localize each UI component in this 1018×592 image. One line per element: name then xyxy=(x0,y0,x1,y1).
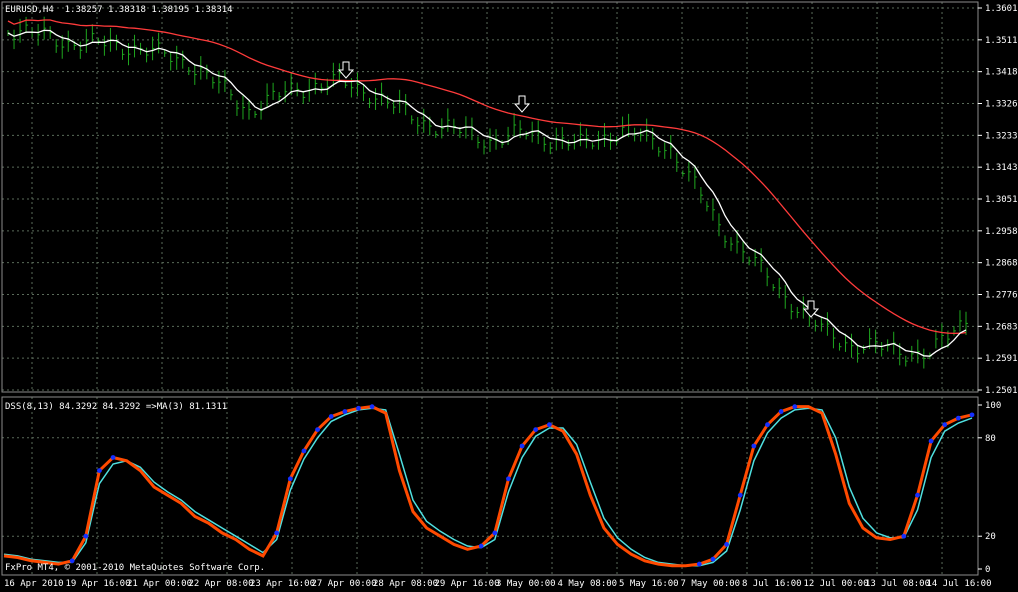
dss-rising-dot xyxy=(696,561,702,567)
dss-dots xyxy=(69,404,975,567)
ohlc-values: 1.38257 1.38318 1.38195 1.38314 xyxy=(64,5,233,15)
down-arrow-icon xyxy=(802,300,820,318)
dss-rising-dot xyxy=(915,492,920,498)
dss-rising-dot xyxy=(928,438,934,444)
dss-rising-dot xyxy=(901,533,907,539)
time-tick-label: 5 May 16:00 xyxy=(619,579,679,589)
dss-rising-dot xyxy=(724,542,729,547)
time-tick-label: 12 Jul 00:00 xyxy=(804,579,869,589)
ind-tick-label: 80 xyxy=(985,434,996,444)
dss-rising-dot xyxy=(69,558,75,564)
time-tick-label: 3 May 00:00 xyxy=(496,579,556,589)
price-tick-label: 1.27760 xyxy=(985,291,1018,301)
time-tick-label: 19 Apr 16:00 xyxy=(66,579,131,589)
dss-rising-dot xyxy=(942,422,948,428)
dss-rising-dot xyxy=(765,422,770,428)
price-tick-label: 1.25010 xyxy=(985,386,1018,396)
grid-lines xyxy=(2,2,978,575)
dss-rising-dot xyxy=(546,422,552,428)
dss-rising-dot xyxy=(369,404,375,410)
time-tick-label: 16 Apr 2010 xyxy=(4,579,64,589)
dss-rising-dot xyxy=(969,412,975,418)
dss-rising-dot xyxy=(751,443,757,449)
price-tick-label: 1.32335 xyxy=(985,131,1018,141)
dss-rising-dot xyxy=(506,476,511,482)
time-tick-label: 8 Jul 16:00 xyxy=(742,579,802,589)
dss-rising-dot xyxy=(328,414,334,419)
indicator-pane[interactable] xyxy=(3,404,975,568)
pane-frames xyxy=(1,1,979,576)
price-tick-label: 1.29585 xyxy=(985,227,1018,237)
fast-ma-line xyxy=(7,29,967,357)
dss-rising-dot xyxy=(533,427,539,432)
dss-rising-dot xyxy=(710,556,716,562)
dss-rising-dot xyxy=(737,492,743,498)
price-tick-label: 1.26835 xyxy=(985,322,1018,332)
down-arrow-icon xyxy=(513,95,531,113)
time-tick-label: 14 Jul 16:00 xyxy=(927,579,992,589)
ind-tick-label: 100 xyxy=(985,401,1001,411)
price-tick-label: 1.35110 xyxy=(985,36,1018,46)
price-pane[interactable] xyxy=(7,16,968,369)
price-tick-label: 1.28685 xyxy=(985,259,1018,269)
dss-rising-dot xyxy=(519,443,525,449)
time-tick-label: 22 Apr 08:00 xyxy=(189,579,254,589)
time-tick-label: 29 Apr 16:00 xyxy=(435,579,500,589)
dss-rising-dot xyxy=(83,533,89,539)
price-axis: 1.36010 1.35110 1.34185 1.33260 1.32335 1.314… xyxy=(978,4,1018,396)
down-arrow-icon xyxy=(337,61,355,79)
symbol-label: EURUSD,H4 xyxy=(5,5,54,15)
time-tick-label: 23 Apr 16:00 xyxy=(250,579,315,589)
price-tick-label: 1.34185 xyxy=(985,68,1018,78)
dss-rising-dot xyxy=(492,530,498,536)
price-tick-label: 1.31435 xyxy=(985,163,1018,173)
price-tick-label: 1.33260 xyxy=(985,100,1018,110)
ind-tick-label: 0 xyxy=(985,565,990,575)
price-tick-label: 1.25910 xyxy=(985,354,1018,364)
ind-tick-label: 20 xyxy=(985,532,996,542)
dss-rising-dot xyxy=(301,448,307,454)
price-pane-frame xyxy=(1,1,979,393)
time-tick-label: 7 May 00:00 xyxy=(681,579,741,589)
time-tick-label: 4 May 08:00 xyxy=(558,579,618,589)
dss-rising-dot xyxy=(97,468,102,473)
dss-rising-dot xyxy=(274,530,280,536)
time-tick-label: 21 Apr 00:00 xyxy=(127,579,192,589)
dss-rising-dot xyxy=(792,404,798,410)
dss-rising-dot xyxy=(955,415,961,421)
indicator-header: DSS(8,13) 84.3292 84.3292 =>MA(3) 81.131… xyxy=(5,402,228,412)
indicator-pane-frame xyxy=(1,396,979,576)
main-chart-header: EURUSD,H4 1.38257 1.38318 1.38195 1.3831… xyxy=(5,5,233,16)
dss-rising-dot xyxy=(287,476,293,482)
time-tick-label: 27 Apr 00:00 xyxy=(312,579,377,589)
indicator-axis: 100 80 20 0 xyxy=(978,401,1001,575)
dss-rising-dot xyxy=(110,455,116,460)
dss-line xyxy=(3,405,973,568)
time-tick-label: 13 Jul 08:00 xyxy=(865,579,930,589)
slow-ma-line xyxy=(7,19,967,335)
dss-rising-dot xyxy=(342,409,348,414)
signal-arrows xyxy=(337,61,820,318)
dss-rising-dot xyxy=(478,543,484,549)
price-tick-label: 1.36010 xyxy=(985,4,1018,14)
price-tick-label: 1.30510 xyxy=(985,195,1018,205)
time-tick-label: 28 Apr 08:00 xyxy=(373,579,438,589)
dss-rising-dot xyxy=(778,409,784,414)
dss-rising-dot xyxy=(315,427,320,432)
broker-copyright: FxPro MT4, © 2001-2010 MetaQuotes Softwa… xyxy=(5,563,266,573)
dss-rising-dot xyxy=(356,405,361,411)
